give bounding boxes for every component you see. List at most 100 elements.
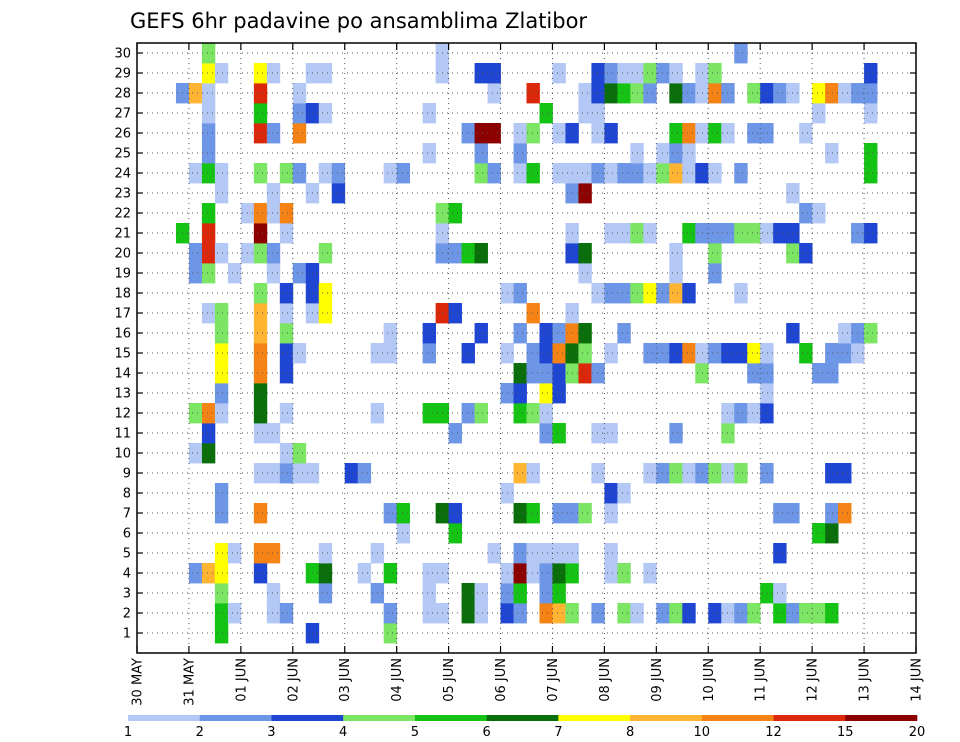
heatmap-cell-member-2-step-41 bbox=[669, 603, 683, 624]
heatmap-cell-member-3-step-49 bbox=[773, 583, 787, 604]
heatmap-cell-member-20-step-10 bbox=[266, 243, 281, 264]
heatmap-cell-member-4-step-30 bbox=[526, 563, 540, 584]
heatmap-cell-member-15-step-34 bbox=[578, 343, 592, 364]
heatmap-cell-member-24-step-27 bbox=[487, 163, 501, 184]
heatmap-cell-member-2-step-52 bbox=[812, 603, 826, 624]
colorbar-segment bbox=[701, 715, 774, 721]
heatmap-cell-member-26-step-47 bbox=[747, 123, 761, 144]
heatmap-cell-member-22-step-24 bbox=[448, 203, 462, 224]
heatmap-cell-member-13-step-31 bbox=[539, 383, 553, 404]
heatmap-cell-member-2-step-19 bbox=[383, 603, 398, 624]
heatmap-cell-member-14-step-43 bbox=[695, 363, 709, 384]
heatmap-cell-member-18-step-39 bbox=[643, 283, 657, 304]
heatmap-cell-member-29-step-56 bbox=[864, 63, 878, 84]
heatmap-cell-member-22-step-11 bbox=[279, 203, 294, 224]
heatmap-cell-member-13-step-6 bbox=[214, 383, 229, 404]
heatmap-cell-member-3-step-22 bbox=[422, 583, 437, 604]
heatmap-cell-member-7-step-34 bbox=[578, 503, 592, 524]
heatmap-cells bbox=[175, 43, 878, 644]
heatmap-cell-member-4-step-22 bbox=[422, 563, 437, 584]
heatmap-cell-member-15-step-39 bbox=[643, 343, 657, 364]
heatmap-cell-member-13-step-29 bbox=[513, 383, 527, 404]
heatmap-cell-member-29-step-37 bbox=[617, 63, 631, 84]
heatmap-cell-member-4-step-29 bbox=[513, 563, 527, 584]
heatmap-cell-member-21-step-42 bbox=[682, 223, 696, 244]
heatmap-cell-member-16-step-34 bbox=[578, 323, 592, 344]
colorbar-label: 7 bbox=[554, 725, 562, 740]
heatmap-cell-member-26-step-36 bbox=[604, 123, 618, 144]
heatmap-cell-member-26-step-48 bbox=[760, 123, 774, 144]
heatmap-cell-member-24-step-11 bbox=[279, 163, 294, 184]
heatmap-cell-member-12-step-31 bbox=[539, 403, 553, 424]
heatmap-cell-member-15-step-46 bbox=[734, 343, 748, 364]
heatmap-cell-member-9-step-44 bbox=[708, 463, 722, 484]
x-tick-label: 30 MAY bbox=[131, 658, 146, 706]
heatmap-cell-member-26-step-44 bbox=[708, 123, 722, 144]
heatmap-cell-member-10-step-12 bbox=[292, 443, 307, 464]
heatmap-cell-member-19-step-44 bbox=[708, 263, 722, 284]
heatmap-cell-member-28-step-48 bbox=[760, 83, 774, 104]
heatmap-cell-member-26-step-30 bbox=[526, 123, 540, 144]
heatmap-cell-member-29-step-35 bbox=[591, 63, 605, 84]
heatmap-cell-member-21-step-5 bbox=[201, 223, 216, 244]
heatmap-cell-member-15-step-40 bbox=[656, 343, 670, 364]
heatmap-cell-member-22-step-51 bbox=[799, 203, 813, 224]
heatmap-cell-member-1-step-6 bbox=[214, 623, 229, 644]
heatmap-cell-member-18-step-40 bbox=[656, 283, 670, 304]
heatmap-cell-member-29-step-41 bbox=[669, 63, 683, 84]
heatmap-cell-member-10-step-5 bbox=[201, 443, 216, 464]
heatmap-cell-member-29-step-32 bbox=[552, 63, 566, 84]
heatmap-cell-member-5-step-36 bbox=[604, 543, 618, 564]
heatmap-cell-member-21-step-9 bbox=[253, 223, 268, 244]
heatmap-cell-member-24-step-46 bbox=[734, 163, 748, 184]
colorbar-segment bbox=[773, 715, 846, 721]
heatmap-cell-member-26-step-10 bbox=[266, 123, 281, 144]
heatmap-cell-member-5-step-27 bbox=[487, 543, 501, 564]
heatmap-cell-member-27-step-14 bbox=[318, 103, 333, 124]
heatmap-cell-member-24-step-42 bbox=[682, 163, 696, 184]
colorbar-label: 8 bbox=[626, 725, 634, 740]
heatmap-cell-member-9-step-9 bbox=[253, 463, 268, 484]
heatmap-cell-member-18-step-14 bbox=[318, 283, 333, 304]
heatmap-cell-member-28-step-39 bbox=[643, 83, 657, 104]
heatmap-cell-member-28-step-41 bbox=[669, 83, 683, 104]
heatmap-cell-member-3-step-48 bbox=[760, 583, 774, 604]
heatmap-cell-member-15-step-36 bbox=[604, 343, 618, 364]
heatmap-cell-member-2-step-46 bbox=[734, 603, 748, 624]
heatmap-cell-member-2-step-7 bbox=[227, 603, 242, 624]
heatmap-cell-member-4-step-37 bbox=[617, 563, 631, 584]
y-tick-label: 18 bbox=[114, 287, 131, 302]
colorbar-label: 10 bbox=[694, 725, 711, 740]
heatmap-cell-member-2-step-42 bbox=[682, 603, 696, 624]
heatmap-cell-member-15-step-22 bbox=[422, 343, 437, 364]
heatmap-cell-member-2-step-22 bbox=[422, 603, 437, 624]
heatmap-cell-member-9-step-12 bbox=[292, 463, 307, 484]
heatmap-cell-member-11-step-9 bbox=[253, 423, 268, 444]
y-tick-label: 11 bbox=[114, 427, 131, 442]
heatmap-cell-member-9-step-10 bbox=[266, 463, 281, 484]
colorbar-label: 20 bbox=[909, 725, 926, 740]
heatmap-cell-member-24-step-32 bbox=[552, 163, 566, 184]
y-tick-label: 16 bbox=[114, 327, 131, 342]
heatmap-cell-member-15-step-6 bbox=[214, 343, 229, 364]
heatmap-cell-member-26-step-32 bbox=[552, 123, 566, 144]
heatmap-cell-member-20-step-51 bbox=[799, 243, 813, 264]
y-tick-label: 10 bbox=[114, 447, 131, 462]
heatmap-cell-member-28-step-52 bbox=[812, 83, 826, 104]
heatmap-cell-member-4-step-5 bbox=[201, 563, 216, 584]
heatmap-cell-member-28-step-4 bbox=[188, 83, 203, 104]
heatmap-cell-member-1-step-19 bbox=[383, 623, 398, 644]
heatmap-cell-member-24-step-20 bbox=[396, 163, 411, 184]
heatmap-cell-member-12-step-22 bbox=[422, 403, 437, 424]
heatmap-cell-member-14-step-34 bbox=[578, 363, 592, 384]
colorbar-segment bbox=[343, 715, 416, 721]
heatmap-cell-member-4-step-6 bbox=[214, 563, 229, 584]
heatmap-cell-member-26-step-27 bbox=[487, 123, 501, 144]
heatmap-cell-member-7-step-20 bbox=[396, 503, 411, 524]
x-tick-label: 12 JUN bbox=[806, 658, 821, 702]
heatmap-cell-member-24-step-43 bbox=[695, 163, 709, 184]
heatmap-cell-member-16-step-6 bbox=[214, 323, 229, 344]
heatmap-cell-member-11-step-24 bbox=[448, 423, 462, 444]
y-tick-label: 26 bbox=[114, 127, 131, 142]
heatmap-cell-member-26-step-12 bbox=[292, 123, 307, 144]
